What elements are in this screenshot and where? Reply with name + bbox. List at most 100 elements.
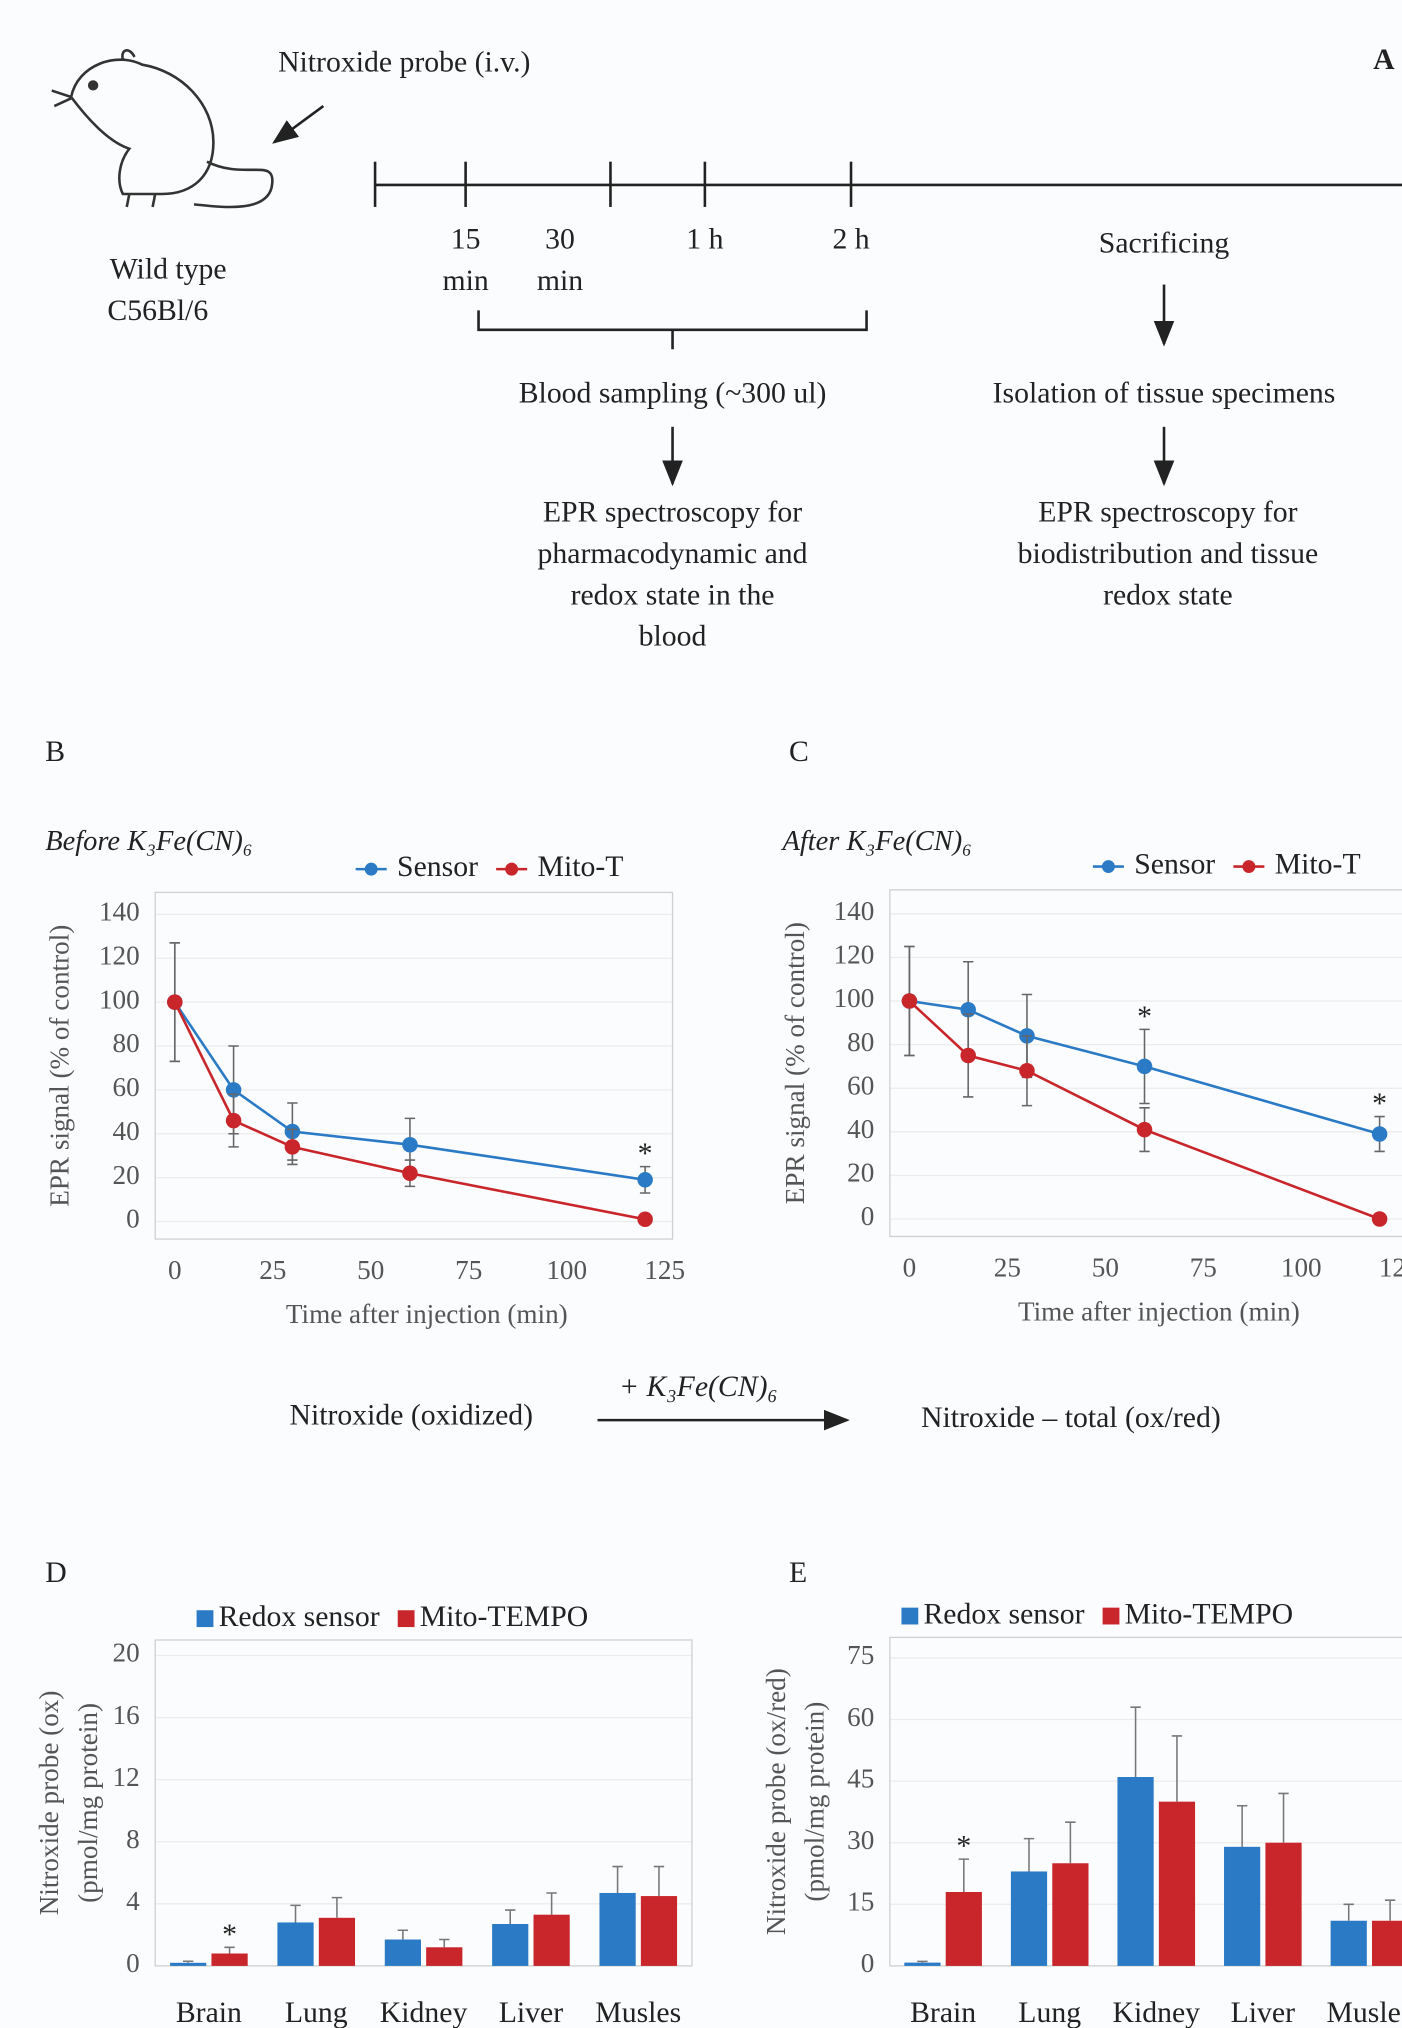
error-bar xyxy=(612,1865,623,1893)
bar xyxy=(1330,1920,1367,1966)
error-bar xyxy=(439,1938,450,1948)
tissue-epr-text: redox state xyxy=(1103,578,1233,611)
timeline xyxy=(373,161,1402,350)
legend-label: Redox sensor xyxy=(923,1598,1084,1631)
error-bar xyxy=(917,1960,928,1963)
bar xyxy=(170,1962,207,1966)
tissue-epr-text: biodistribution and tissue xyxy=(1018,537,1319,570)
y-tick-label: 15 xyxy=(847,1887,874,1917)
legend-marker xyxy=(1101,860,1115,874)
chart: B Before K₃Fe(CN)₆ 0 20 40 60 80 100 120 140 EPR s… xyxy=(44,735,685,1329)
error-bar xyxy=(1343,1903,1354,1921)
error-bar xyxy=(1384,1899,1396,1921)
blood-epr-text: blood xyxy=(639,620,707,653)
plot-frame xyxy=(154,891,674,1240)
error-bar xyxy=(290,1904,301,1923)
y-tick-label: 80 xyxy=(113,1028,140,1058)
y-tick-label: 45 xyxy=(847,1763,874,1793)
panel-label: A xyxy=(1373,43,1395,76)
y-tick-label: 60 xyxy=(113,1072,140,1102)
bar xyxy=(640,1896,678,1966)
x-tick-label: 25 xyxy=(259,1255,286,1285)
x-tick-label: Liver xyxy=(499,1996,563,2028)
x-tick-label: Musles xyxy=(1326,1996,1402,2028)
x-tick-label: Lung xyxy=(285,1996,348,2028)
y-tick-label: 8 xyxy=(126,1824,140,1854)
y-tick-label: 60 xyxy=(847,1702,874,1732)
y-tick-label: 75 xyxy=(847,1640,874,1670)
data-point xyxy=(1371,1126,1388,1142)
x-axis-label: Time after injection (min) xyxy=(286,1299,568,1329)
bar xyxy=(211,1953,248,1966)
panel-label: D xyxy=(45,1556,66,1589)
x-tick-label: 25 xyxy=(994,1252,1021,1282)
blood-epr-text: pharmacodynamic and xyxy=(538,537,808,570)
y-tick-label: 120 xyxy=(834,940,875,970)
chart-title: Before K₃Fe(CN)₆ xyxy=(45,826,252,857)
y-tick-label: 20 xyxy=(113,1160,140,1190)
equation-left: Nitroxide (oxidized) xyxy=(289,1398,533,1431)
timepoint-label: 15 xyxy=(451,223,481,256)
bar xyxy=(426,1947,463,1966)
error-bar xyxy=(331,1896,343,1918)
tissue-epr-text: EPR spectroscopy for xyxy=(1038,496,1297,529)
y-tick-label: 0 xyxy=(861,1201,875,1231)
error-bar xyxy=(505,1909,516,1925)
probe-label: Nitroxide probe (i.v.) xyxy=(278,46,530,79)
bar xyxy=(599,1892,636,1966)
chart: D 0 4 8 12 16 20 Nitroxide probe (ox) (pmol/mg p… xyxy=(34,1556,693,2028)
probe-arrow xyxy=(272,105,325,144)
x-tick-label: 0 xyxy=(903,1252,917,1282)
x-axis-label: Time after injection (min) xyxy=(1018,1296,1300,1326)
panel-label: E xyxy=(789,1556,807,1589)
significance-marker: * xyxy=(1137,1000,1152,1033)
bar xyxy=(1117,1777,1154,1966)
x-tick-label: Kidney xyxy=(380,1996,468,2028)
y-tick-label: 140 xyxy=(99,897,140,927)
legend-label: Redox sensor xyxy=(219,1600,380,1633)
y-axis-label: Nitroxide probe (ox) xyxy=(34,1691,64,1916)
error-bar xyxy=(1023,1837,1035,1872)
error-bar xyxy=(546,1892,557,1915)
x-tick-label: 75 xyxy=(1190,1252,1217,1282)
error-bar xyxy=(653,1865,665,1897)
mouse-icon xyxy=(51,49,274,209)
equation-reagent: + K₃Fe(CN)₆ xyxy=(619,1370,778,1403)
y-tick-label: 80 xyxy=(847,1027,874,1057)
x-tick-label: Musles xyxy=(595,1996,681,2028)
data-point xyxy=(1136,1121,1153,1138)
y-axis-label: EPR signal (% of control) xyxy=(44,925,74,1207)
bar xyxy=(384,1939,421,1966)
bar xyxy=(318,1917,356,1966)
chart: C After K₃Fe(CN)₆ 0 20 40 60 80 100 120 140 EPR si… xyxy=(780,735,1402,1326)
legend-label: Sensor xyxy=(397,850,478,883)
error-bar xyxy=(397,1929,409,1940)
sacrifice-label: Sacrificing xyxy=(1099,227,1230,260)
panel-a-text: 15 min 30 min 1 h 2 h EPR spectroscopy for phar… xyxy=(442,223,1318,653)
bar xyxy=(945,1891,982,1966)
legend-label: Sensor xyxy=(1134,847,1215,880)
x-tick-label: Brain xyxy=(910,1996,976,2028)
data-point xyxy=(402,1165,418,1181)
bar xyxy=(904,1962,941,1966)
significance-marker: * xyxy=(638,1137,653,1170)
mouse-label: C56Bl/6 xyxy=(107,294,208,327)
data-point xyxy=(901,993,918,1009)
panel-label: C xyxy=(789,735,809,768)
y-tick-label: 4 xyxy=(126,1886,140,1916)
error-bar xyxy=(183,1960,194,1963)
y-tick-label: 40 xyxy=(847,1114,874,1144)
x-tick-label: 50 xyxy=(357,1255,384,1285)
x-tick-label: 75 xyxy=(455,1255,482,1285)
x-tick-label: 50 xyxy=(1092,1252,1119,1282)
timepoint-label: min xyxy=(442,264,488,297)
significance-marker: * xyxy=(1372,1087,1387,1120)
bar xyxy=(1371,1920,1402,1966)
bar xyxy=(533,1914,570,1966)
legend-swatch xyxy=(196,1610,214,1628)
legend-swatch xyxy=(1102,1607,1120,1625)
error-bar xyxy=(1065,1821,1076,1864)
data-point xyxy=(1136,1058,1153,1075)
